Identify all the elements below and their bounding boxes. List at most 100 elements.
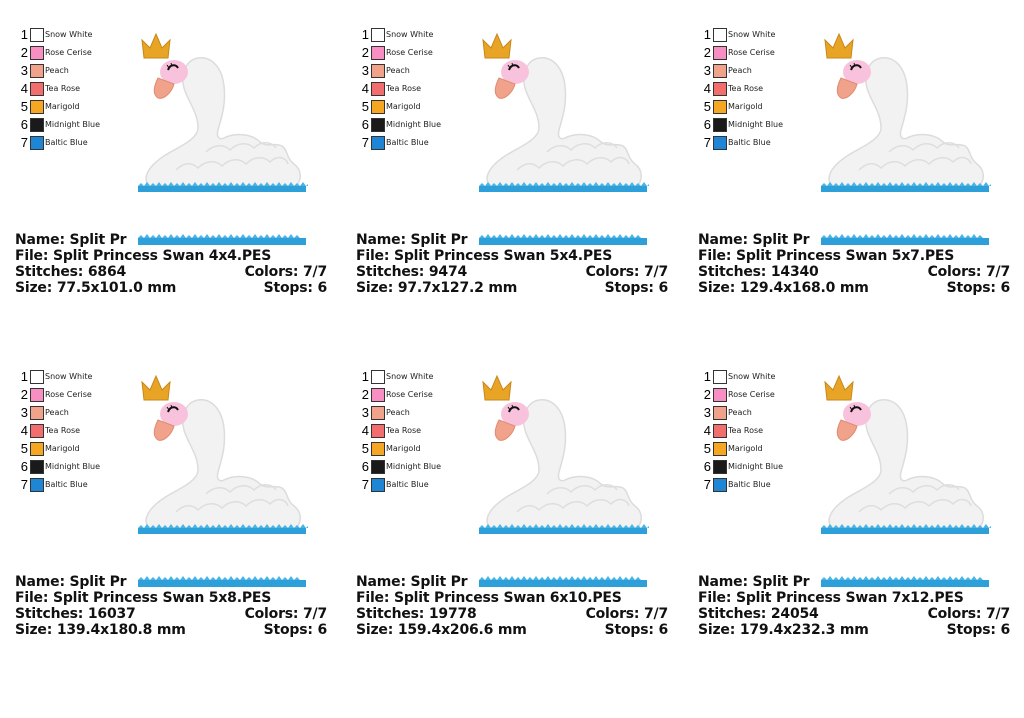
design-name: Split Pr — [752, 232, 810, 248]
color-name: Marigold — [728, 444, 763, 453]
name-label: Name: — [698, 574, 748, 590]
colors-info: Colors: 7/7 — [928, 264, 1011, 280]
water-fringe-lower — [138, 576, 300, 580]
stops-label: Stops: — [946, 280, 996, 296]
stops-label: Stops: — [604, 622, 654, 638]
palette-number: 7 — [20, 477, 28, 492]
design-card[interactable]: 1 Snow White 2 Rose Cerise 3 Peach 4 Tea Ros… — [0, 0, 341, 342]
color-name: Snow White — [728, 372, 776, 381]
palette-row: 2 Rose Cerise — [701, 44, 811, 62]
design-card[interactable]: 1 Snow White 2 Rose Cerise 3 Peach 4 Tea Ros… — [341, 0, 682, 342]
design-size: 159.4x206.6 mm — [397, 622, 527, 638]
swan-design-preview — [138, 32, 308, 245]
palette-row: 6 Midnight Blue — [359, 116, 469, 134]
size-label: Size: — [15, 280, 53, 296]
palette-row: 1 Snow White — [701, 368, 811, 386]
color-name: Baltic Blue — [45, 138, 88, 147]
info-stitches-line: Stitches: 9474 Colors: 7/7 — [356, 264, 668, 280]
color-palette: 1 Snow White 2 Rose Cerise 3 Peach 4 Tea Ros… — [701, 26, 811, 152]
color-palette: 1 Snow White 2 Rose Cerise 3 Peach 4 Tea Ros… — [18, 26, 128, 152]
swan-cheek — [501, 60, 529, 84]
palette-row: 6 Midnight Blue — [701, 116, 811, 134]
color-count: 7/7 — [986, 264, 1010, 280]
colors-info: Colors: 7/7 — [586, 264, 669, 280]
color-swatch — [371, 46, 385, 60]
color-palette: 1 Snow White 2 Rose Cerise 3 Peach 4 Tea Ros… — [359, 26, 469, 152]
color-name: Snow White — [45, 30, 93, 39]
color-name: Peach — [728, 408, 752, 417]
design-name: Split Pr — [69, 574, 127, 590]
water-line-upper — [138, 528, 306, 534]
color-swatch — [371, 460, 385, 474]
design-card[interactable]: 1 Snow White 2 Rose Cerise 3 Peach 4 Tea Ros… — [683, 0, 1024, 342]
color-swatch — [713, 28, 727, 42]
design-card[interactable]: 1 Snow White 2 Rose Cerise 3 Peach 4 Tea Ros… — [683, 342, 1024, 684]
palette-number: 4 — [703, 81, 711, 96]
color-name: Rose Cerise — [386, 48, 433, 57]
palette-row: 2 Rose Cerise — [359, 44, 469, 62]
info-size-line: Size: 159.4x206.6 mm Stops: 6 — [356, 622, 668, 638]
name-label: Name: — [15, 232, 65, 248]
stitch-count: 19778 — [428, 606, 477, 622]
palette-number: 5 — [361, 99, 369, 114]
color-name: Midnight Blue — [728, 120, 784, 129]
palette-number: 2 — [361, 45, 369, 60]
wing-scallops — [516, 156, 630, 171]
color-swatch — [713, 46, 727, 60]
palette-row: 5 Marigold — [701, 440, 811, 458]
color-name: Peach — [45, 408, 69, 417]
palette-row: 6 Midnight Blue — [18, 116, 128, 134]
file-name: Split Princess Swan 5x8.PES — [52, 590, 272, 606]
palette-number: 3 — [703, 63, 711, 78]
palette-number: 2 — [20, 45, 28, 60]
size-label: Size: — [356, 280, 394, 296]
color-swatch — [371, 442, 385, 456]
design-card[interactable]: 1 Snow White 2 Rose Cerise 3 Peach 4 Tea Ros… — [341, 342, 682, 684]
palette-number: 5 — [20, 441, 28, 456]
crown-shape — [482, 32, 512, 59]
wing-scallops — [858, 498, 972, 513]
palette-row: 2 Rose Cerise — [701, 386, 811, 404]
stops-label: Stops: — [604, 280, 654, 296]
water-fringe-lower — [821, 576, 983, 580]
stops-info: Stops: 6 — [604, 280, 669, 296]
palette-row: 4 Tea Rose — [18, 422, 128, 440]
palette-number: 1 — [703, 27, 711, 42]
stops-label: Stops: — [263, 280, 313, 296]
color-swatch — [30, 46, 44, 60]
swan-design-preview — [821, 374, 991, 587]
info-stitches-line: Stitches: 24054 Colors: 7/7 — [698, 606, 1010, 622]
stitches-label: Stitches: — [15, 264, 84, 280]
palette-number: 3 — [361, 63, 369, 78]
water-line-lower — [138, 238, 306, 245]
design-name: Split Pr — [752, 574, 810, 590]
color-swatch — [30, 388, 44, 402]
color-name: Midnight Blue — [728, 462, 784, 471]
stop-count: 6 — [1000, 280, 1010, 296]
color-name: Tea Rose — [45, 84, 81, 93]
swan-design-preview — [479, 32, 649, 245]
color-palette: 1 Snow White 2 Rose Cerise 3 Peach 4 Tea Ros… — [18, 368, 128, 494]
info-name-line: Name: Split Pr — [15, 232, 327, 248]
color-swatch — [30, 460, 44, 474]
stops-info: Stops: 6 — [946, 280, 1011, 296]
swan-design-preview — [479, 374, 649, 587]
file-label: File: — [698, 248, 732, 264]
design-card[interactable]: 1 Snow White 2 Rose Cerise 3 Peach 4 Tea Ros… — [0, 342, 341, 684]
file-name: Split Princess Swan 6x10.PES — [393, 590, 622, 606]
color-name: Marigold — [45, 444, 80, 453]
stop-count: 6 — [317, 280, 327, 296]
swan-design-preview — [821, 32, 991, 245]
color-name: Midnight Blue — [386, 462, 442, 471]
color-palette: 1 Snow White 2 Rose Cerise 3 Peach 4 Tea Ros… — [359, 368, 469, 494]
palette-number: 5 — [703, 441, 711, 456]
info-name-line: Name: Split Pr — [698, 232, 1010, 248]
palette-row: 1 Snow White — [701, 26, 811, 44]
palette-row: 4 Tea Rose — [359, 80, 469, 98]
palette-number: 1 — [20, 369, 28, 384]
color-name: Peach — [386, 66, 410, 75]
palette-row: 6 Midnight Blue — [359, 458, 469, 476]
palette-row: 3 Peach — [359, 404, 469, 422]
color-swatch — [713, 424, 727, 438]
name-label: Name: — [698, 232, 748, 248]
